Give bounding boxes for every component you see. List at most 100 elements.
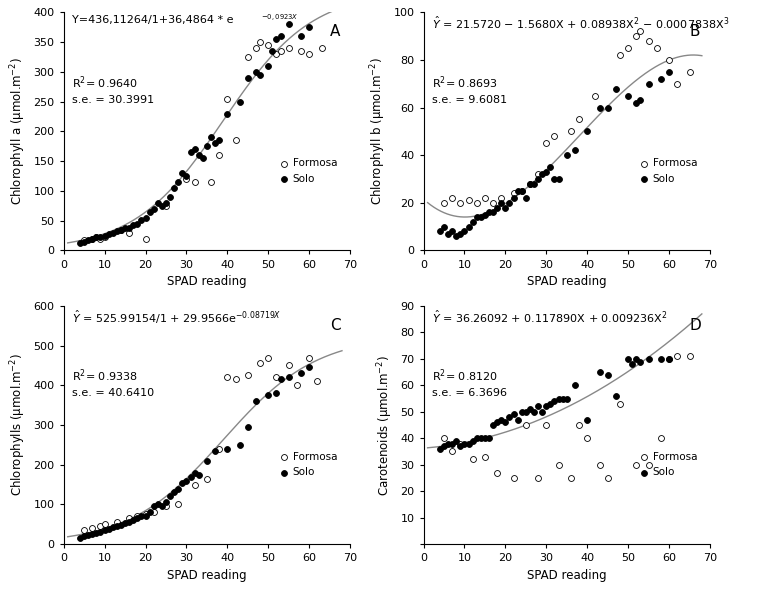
Solo — [487, 420, 499, 430]
Solo — [201, 142, 213, 151]
Solo — [454, 229, 466, 238]
Text: A: A — [330, 24, 341, 40]
Formosa — [254, 359, 266, 368]
Solo — [602, 103, 614, 112]
Formosa — [115, 225, 127, 234]
Solo — [119, 223, 131, 232]
Solo — [139, 512, 151, 521]
Formosa — [684, 67, 696, 77]
Solo — [241, 422, 254, 432]
Formosa — [180, 174, 192, 183]
Solo — [475, 212, 487, 222]
Solo — [507, 194, 519, 203]
Solo — [282, 373, 294, 382]
Solo — [438, 441, 450, 451]
Formosa — [275, 46, 287, 55]
Formosa — [463, 196, 475, 205]
Solo — [524, 404, 536, 414]
Solo — [655, 354, 667, 363]
Solo — [176, 478, 188, 487]
Solo — [168, 488, 180, 497]
Solo — [466, 217, 478, 227]
Solo — [610, 391, 622, 401]
Solo — [459, 439, 471, 448]
Solo — [610, 84, 622, 93]
Formosa — [229, 136, 241, 145]
Solo — [524, 179, 536, 189]
Formosa — [303, 50, 315, 59]
Solo — [442, 229, 454, 238]
Formosa — [622, 43, 634, 53]
Solo — [528, 407, 540, 417]
Solo — [270, 34, 282, 44]
Solo — [241, 73, 254, 83]
Solo — [151, 500, 164, 509]
Formosa — [78, 235, 90, 245]
Formosa — [573, 115, 585, 124]
Solo — [475, 434, 487, 443]
Formosa — [311, 376, 323, 386]
Formosa — [282, 43, 294, 53]
Solo — [213, 136, 226, 145]
Solo — [250, 67, 262, 77]
Solo — [520, 407, 532, 417]
Formosa — [532, 473, 544, 483]
Solo — [303, 363, 315, 372]
Formosa — [454, 439, 466, 448]
Solo — [148, 204, 160, 214]
Solo — [111, 227, 123, 236]
Solo — [548, 396, 560, 406]
Formosa — [254, 37, 266, 47]
Solo — [83, 530, 95, 540]
Solo — [172, 177, 184, 186]
Solo — [512, 186, 524, 196]
Solo — [262, 391, 274, 400]
X-axis label: SPAD reading: SPAD reading — [527, 569, 606, 582]
Solo — [180, 476, 192, 486]
Solo — [295, 31, 307, 41]
Formosa — [663, 55, 675, 65]
Solo — [556, 394, 569, 404]
Formosa — [507, 473, 519, 483]
Solo — [631, 98, 643, 107]
Formosa — [671, 79, 684, 88]
Solo — [176, 168, 188, 178]
Formosa — [643, 36, 655, 45]
Solo — [180, 171, 192, 181]
Text: R$^2$= 0.9640
s.e. = 30.3991: R$^2$= 0.9640 s.e. = 30.3991 — [72, 74, 154, 105]
Formosa — [651, 43, 663, 53]
Solo — [275, 31, 287, 41]
Solo — [450, 231, 463, 241]
Solo — [450, 436, 463, 445]
Formosa — [565, 127, 577, 136]
Formosa — [139, 234, 151, 243]
Formosa — [205, 177, 217, 186]
Formosa — [487, 198, 499, 208]
Formosa — [438, 198, 450, 208]
Solo — [634, 96, 646, 105]
Formosa — [316, 43, 328, 53]
Solo — [185, 148, 197, 157]
Formosa — [98, 232, 111, 241]
Solo — [98, 526, 111, 535]
Solo — [221, 109, 233, 118]
Formosa — [86, 234, 98, 243]
Formosa — [123, 513, 136, 523]
Solo — [123, 223, 136, 232]
Solo — [463, 222, 475, 231]
Solo — [282, 19, 294, 29]
Solo — [144, 207, 156, 217]
Formosa — [95, 522, 107, 531]
Formosa — [540, 420, 553, 430]
Formosa — [98, 520, 111, 529]
Text: $\hat{Y}$ = 21.5720 $-$ 1.5680X + 0.08938X$^{2}$ $-$ 0.0007838X$^{3}$: $\hat{Y}$ = 21.5720 $-$ 1.5680X + 0.0893… — [432, 15, 730, 31]
Solo — [139, 213, 151, 222]
Text: R$^2$= 0.9338
s.e. = 40.6410: R$^2$= 0.9338 s.e. = 40.6410 — [72, 368, 154, 398]
Solo — [156, 201, 168, 211]
Solo — [483, 434, 495, 443]
Formosa — [446, 447, 458, 456]
Solo — [434, 444, 446, 454]
Solo — [74, 238, 86, 248]
Formosa — [303, 353, 315, 362]
Solo — [103, 229, 115, 238]
